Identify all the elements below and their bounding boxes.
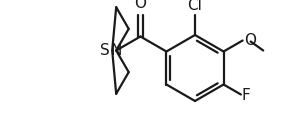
Text: Cl: Cl xyxy=(187,0,202,13)
Text: N: N xyxy=(111,43,122,58)
Text: O: O xyxy=(134,0,146,11)
Text: S: S xyxy=(100,43,110,58)
Text: O: O xyxy=(244,33,256,48)
Text: F: F xyxy=(242,88,251,103)
